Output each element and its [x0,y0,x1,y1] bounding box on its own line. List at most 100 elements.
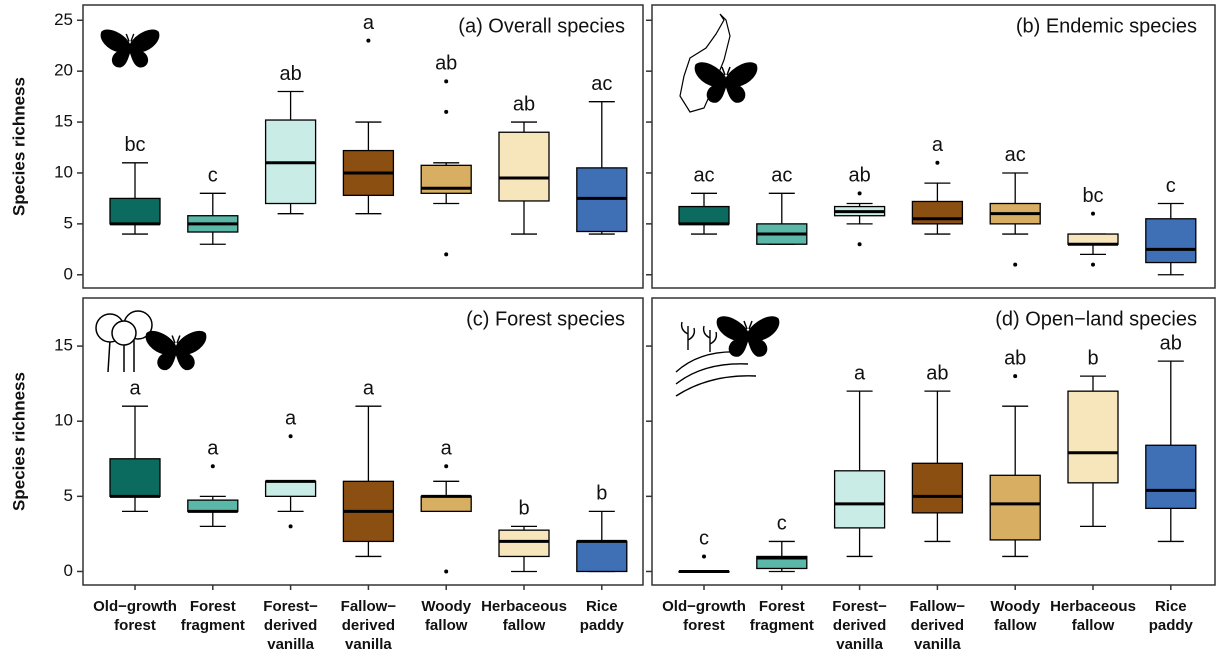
label-line: vanilla [345,636,392,652]
box [989,474,1041,541]
label-line: derived [264,617,317,634]
y-tick-label: 15 [54,336,73,355]
box [833,470,886,529]
label-line: fragment [181,617,245,634]
butterfly-icon [145,330,207,371]
x-tick-label: Forest− derived vanilla [263,598,318,652]
label-line: forest [683,617,725,634]
butterfly-icon [100,29,160,68]
label-line: fallow [425,617,468,634]
significance-letter: ac [591,73,612,95]
significance-letter: a [129,377,141,399]
significance-letter: ab [435,53,457,75]
label-line: derived [833,617,886,634]
box [498,131,550,202]
outlier [1013,374,1018,379]
box [756,555,808,570]
tree-icon [95,310,153,373]
significance-letter: b [1087,347,1098,369]
significance-letter: bc [124,134,145,156]
label-line: Old−growth [662,598,746,615]
x-tick-label: Fallow− derived vanilla [341,598,397,652]
box [420,495,472,513]
label-line: paddy [580,617,625,634]
label-line: fallow [994,617,1037,634]
significance-letter: a [441,438,453,460]
significance-letter: c [777,513,787,535]
significance-letter: ab [848,165,870,187]
label-line: Rice [586,598,618,615]
label-line: fallow [503,617,546,634]
outlier [1091,211,1095,216]
panel-frame [651,4,1216,289]
y-tick-label: 5 [64,213,73,232]
x-tick-label: Forest fragment [750,598,814,634]
x-tick-label: Old−growth forest [662,598,746,634]
significance-letter: a [207,438,219,460]
y-tick-label: 20 [54,61,73,80]
label-line: fallow [1072,617,1115,634]
panel-frame [82,297,644,586]
panel-title: (d) Open−land species [995,308,1197,330]
box [187,499,239,513]
box [498,529,550,558]
significance-letter: ab [279,63,301,85]
outlier [935,160,940,165]
box [1145,218,1197,264]
x-tick-label: Old−growth forest [93,598,177,634]
label-line: vanilla [836,636,883,652]
label-line: vanilla [267,636,314,652]
x-tick-label: Forest− derived vanilla [832,598,887,652]
panel-title: (c) Forest species [466,308,625,330]
outlier [444,79,449,84]
significance-letter: bc [1082,185,1103,207]
label-line: Fallow− [341,598,397,615]
significance-letter: b [518,498,529,520]
label-line: paddy [1149,617,1194,634]
box [576,540,628,573]
panel-frame [651,297,1216,586]
label-line: Herbaceous [481,598,567,615]
x-tick-label: Herbaceous fallow [1050,598,1136,634]
outlier [366,38,371,43]
box [678,205,730,225]
y-tick-label: 0 [64,561,73,580]
box [109,197,161,225]
label-line: Forest− [832,598,887,615]
outlier [444,109,449,114]
outlier [702,554,706,559]
label-line: Fallow− [910,598,966,615]
y-axis-label: Species richness [9,77,28,216]
significance-letter: ab [1004,347,1026,369]
label-line: Woody [421,598,471,615]
y-tick-label: 10 [54,411,73,430]
significance-letter: a [363,377,375,399]
significance-letter: c [208,165,218,187]
outlier [1013,262,1018,267]
label-line: Forest [190,598,236,615]
box [264,480,317,497]
label-line: Woody [990,598,1040,615]
y-tick-label: 10 [54,162,73,181]
label-line: Herbaceous [1050,598,1136,615]
significance-letter: ac [771,165,792,187]
outlier [444,252,449,257]
outlier [444,464,449,469]
x-tick-label: Rice paddy [580,598,625,634]
panel-title: (b) Endemic species [1016,15,1197,37]
box [109,458,161,497]
y-axis-label: Species richness [9,372,28,511]
outlier [444,569,449,574]
outlier [288,434,293,439]
label-line: Forest [759,598,805,615]
label-line: fragment [750,617,814,634]
x-tick-label: Herbaceous fallow [481,598,567,634]
outlier [857,191,862,196]
box [911,200,964,225]
significance-letter: a [854,362,866,384]
label-line: derived [342,617,395,634]
x-tick-label: Woody fallow [421,598,471,634]
y-tick-label: 5 [64,486,73,505]
y-tick-label: 0 [64,264,73,283]
